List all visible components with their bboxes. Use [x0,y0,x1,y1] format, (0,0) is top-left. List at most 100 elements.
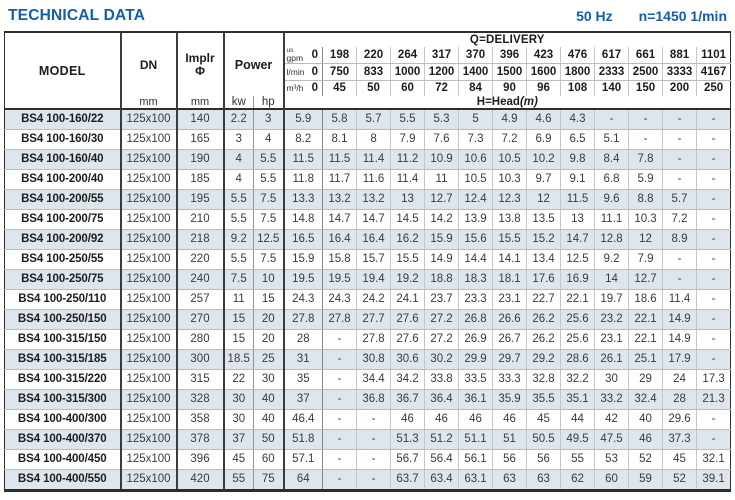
head-cell: 9.7 [526,169,562,190]
implr-cell: 190 [176,149,225,170]
implr-cell: 300 [176,349,225,370]
head-cell: - [696,409,731,430]
head-cell: 13 [560,209,596,230]
head-cell: 13.8 [492,209,528,230]
model-cell: BS4 100-250/150 [4,309,122,330]
head-cell: 7.2 [492,129,528,150]
head-cell: 13.2 [322,189,358,210]
head-cell: - [662,108,698,130]
head-cell: - [662,149,698,170]
head-cell: 11.4 [390,169,426,190]
head-cell: 45 [526,409,562,430]
head-cell: - [696,189,731,210]
dn-cell: 125x100 [120,389,178,410]
table-row: BS4 100-200/55 125x100 195 5.5 7.5 13.3 13.2 13… [4,189,731,210]
head-cell: 27.7 [356,309,392,330]
head-cell: 10.6 [458,149,494,170]
head-cell: 47.5 [594,429,630,450]
delivery-gpm-value: 220 [356,47,392,64]
head-cell: 5.1 [594,129,630,150]
head-cell: 12.4 [458,189,494,210]
head-cell: 7.6 [424,129,460,150]
implr-cell: 140 [176,108,225,130]
head-cell: - [322,349,358,370]
delivery-gpm-value: 661 [628,47,664,64]
head-cell: 23.1 [492,289,528,310]
head-cell: 42 [594,409,630,430]
dn-cell: 125x100 [120,189,178,210]
head-cell: 24.1 [390,289,426,310]
implr-cell: 165 [176,129,225,150]
table-row: BS4 100-250/55 125x100 220 5.5 7.5 15.9 15.8 15… [4,249,731,270]
head-cell: 18.1 [492,269,528,290]
column-header-impeller: Implr Φ [176,32,225,96]
dn-cell: 125x100 [120,409,178,430]
delivery-lmin-value: 750 [322,63,358,81]
head-cell: 51.3 [390,429,426,450]
head-cell: 36.4 [424,389,460,410]
hp-cell: 3 [253,108,285,130]
head-cell: 12.3 [492,189,528,210]
dn-cell: 125x100 [120,349,178,370]
head-cell: 15.6 [458,229,494,250]
delivery-gpm-value: 1101 [696,47,731,64]
head-cell: 11.1 [594,209,630,230]
head-cell: 26.6 [492,309,528,330]
head-cell: 27.8 [356,329,392,350]
head-cell: 13.2 [356,189,392,210]
head-cell: 32.2 [560,369,596,390]
table-row: BS4 100-315/300 125x100 328 30 40 37-36.8 36.7… [4,389,731,410]
head-cell: 22.1 [628,329,664,350]
head-cell: 46 [458,409,494,430]
head-cell: 10.2 [526,149,562,170]
head-cell: - [662,249,698,270]
head-cell: - [322,449,358,470]
head-cell: 6.9 [526,129,562,150]
head-cell: 6.8 [594,169,630,190]
head-cell: 12 [628,229,664,250]
model-cell: BS4 100-160/30 [4,129,122,150]
hp-cell: 60 [253,449,285,470]
head-cell: 32.1 [696,449,731,470]
model-cell: BS4 100-160/40 [4,149,122,170]
technical-data-table: MODEL DN Implr Φ Power Q=DELIVERY us gpm [4,31,732,492]
head-cell: 8.2 [283,129,324,150]
lmin-unit-label: l/min [286,66,305,77]
head-cell: 51.2 [424,429,460,450]
delivery-m3h-value: 90 [492,80,528,96]
head-cell: 13 [390,189,426,210]
table-row: BS4 100-315/185 125x100 300 18.5 25 31-30.8 30… [4,349,731,370]
head-cell: 27.2 [424,329,460,350]
table-row: BS4 100-250/75 125x100 240 7.5 10 19.5 19.5 19.… [4,269,731,290]
implr-cell: 185 [176,169,225,190]
head-cell: 22.1 [628,309,664,330]
head-cell: 14.7 [560,229,596,250]
model-cell: BS4 100-315/220 [4,369,122,390]
delivery-m3h-value: 84 [458,80,494,96]
head-cell: 14.8 [283,209,324,230]
head-cell: 18.6 [628,289,664,310]
head-cell: 18.8 [424,269,460,290]
head-cell: 23.1 [594,329,630,350]
head-cell: 8.4 [594,149,630,170]
hp-cell: 10 [253,269,285,290]
implr-unit-mm: mm [176,96,225,109]
head-cell: 27.8 [322,309,358,330]
delivery-lmin-value: 833 [356,63,392,81]
kw-cell: 5.5 [223,249,254,270]
delivery-title: Q=DELIVERY [469,34,545,46]
hp-cell: 20 [253,309,285,330]
speed-label: n=1450 1/min [638,8,727,24]
head-cell: - [322,409,358,430]
head-cell: 29.6 [662,409,698,430]
dn-cell: 125x100 [120,429,178,450]
delivery-gpm-value: 396 [492,47,528,64]
kw-cell: 15 [223,309,254,330]
kw-cell: 55 [223,469,254,491]
kw-cell: 2.2 [223,108,254,130]
delivery-gpm-value: 617 [594,47,630,64]
model-cell: BS4 100-400/370 [4,429,122,450]
model-cell: BS4 100-400/300 [4,409,122,430]
head-cell: 15.5 [390,249,426,270]
kw-cell: 30 [223,409,254,430]
